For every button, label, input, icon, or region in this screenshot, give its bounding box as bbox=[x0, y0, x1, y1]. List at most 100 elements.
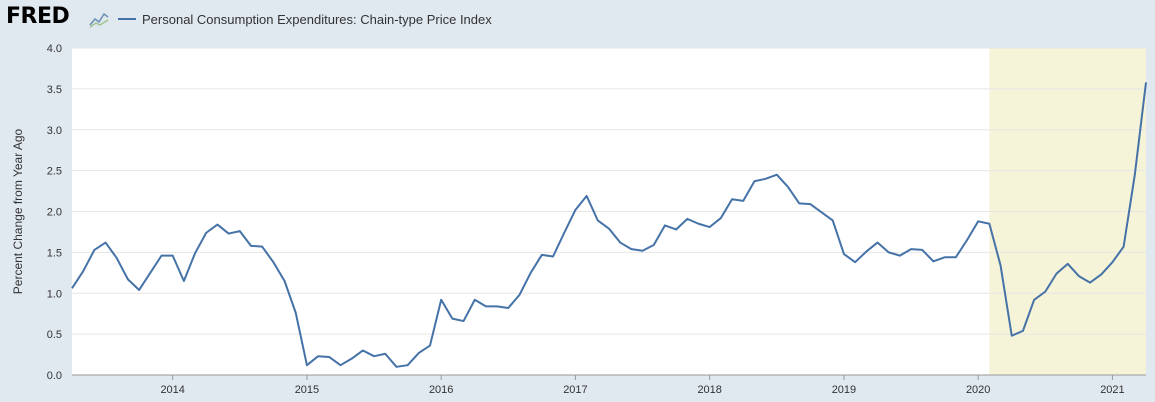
data-point[interactable] bbox=[897, 253, 903, 259]
data-point[interactable] bbox=[405, 362, 411, 368]
data-point[interactable] bbox=[259, 244, 265, 250]
data-point[interactable] bbox=[315, 353, 321, 359]
data-point[interactable] bbox=[852, 259, 858, 265]
data-point[interactable] bbox=[170, 253, 176, 259]
data-point[interactable] bbox=[304, 362, 310, 368]
data-point[interactable] bbox=[718, 215, 724, 221]
data-point[interactable] bbox=[393, 364, 399, 370]
fred-logo[interactable]: FRED bbox=[6, 4, 70, 29]
data-point[interactable] bbox=[382, 351, 388, 357]
data-point[interactable] bbox=[875, 240, 881, 246]
data-point[interactable] bbox=[550, 253, 556, 259]
data-point[interactable] bbox=[975, 218, 981, 224]
data-point[interactable] bbox=[159, 253, 165, 259]
series-line[interactable] bbox=[71, 82, 1147, 368]
data-point[interactable] bbox=[628, 246, 634, 252]
data-point[interactable] bbox=[807, 201, 813, 207]
data-point[interactable] bbox=[136, 287, 142, 293]
data-point[interactable] bbox=[293, 310, 299, 316]
data-point[interactable] bbox=[338, 362, 344, 368]
data-point[interactable] bbox=[483, 303, 489, 309]
data-point[interactable] bbox=[438, 297, 444, 303]
data-point[interactable] bbox=[1098, 271, 1104, 277]
data-point[interactable] bbox=[684, 216, 690, 222]
data-point[interactable] bbox=[819, 209, 825, 215]
data-point[interactable] bbox=[181, 278, 187, 284]
data-point[interactable] bbox=[69, 285, 75, 291]
data-point[interactable] bbox=[103, 240, 109, 246]
data-point[interactable] bbox=[91, 247, 97, 253]
data-point[interactable] bbox=[908, 246, 914, 252]
data-point[interactable] bbox=[606, 226, 612, 232]
data-point[interactable] bbox=[472, 297, 478, 303]
data-point[interactable] bbox=[696, 221, 702, 227]
data-point[interactable] bbox=[226, 231, 232, 237]
data-point[interactable] bbox=[1087, 280, 1093, 286]
data-point[interactable] bbox=[461, 318, 467, 324]
data-point[interactable] bbox=[192, 250, 198, 256]
data-point[interactable] bbox=[774, 172, 780, 178]
data-point[interactable] bbox=[919, 247, 925, 253]
data-point[interactable] bbox=[662, 222, 668, 228]
data-point[interactable] bbox=[796, 200, 802, 206]
data-point[interactable] bbox=[886, 249, 892, 255]
data-point[interactable] bbox=[863, 249, 869, 255]
data-point[interactable] bbox=[237, 228, 243, 234]
data-point[interactable] bbox=[427, 343, 433, 349]
data-point[interactable] bbox=[449, 316, 455, 322]
chart-legend[interactable]: Personal Consumption Expenditures: Chain… bbox=[118, 10, 492, 28]
data-point[interactable] bbox=[841, 251, 847, 257]
data-point[interactable] bbox=[528, 270, 534, 276]
data-point[interactable] bbox=[80, 268, 86, 274]
data-point[interactable] bbox=[1042, 289, 1048, 295]
data-point[interactable] bbox=[416, 350, 422, 356]
data-point[interactable] bbox=[147, 270, 153, 276]
data-point[interactable] bbox=[517, 292, 523, 298]
data-point[interactable] bbox=[1076, 273, 1082, 279]
data-point[interactable] bbox=[763, 176, 769, 182]
data-point[interactable] bbox=[595, 217, 601, 223]
data-point[interactable] bbox=[349, 356, 355, 362]
data-point[interactable] bbox=[673, 226, 679, 232]
data-point[interactable] bbox=[1143, 79, 1149, 85]
data-point[interactable] bbox=[326, 354, 332, 360]
data-point[interactable] bbox=[942, 254, 948, 260]
data-point[interactable] bbox=[830, 217, 836, 223]
data-point[interactable] bbox=[1020, 328, 1026, 334]
data-point[interactable] bbox=[360, 347, 366, 353]
data-point[interactable] bbox=[964, 237, 970, 243]
data-point[interactable] bbox=[1009, 333, 1015, 339]
data-point[interactable] bbox=[494, 303, 500, 309]
data-point[interactable] bbox=[561, 230, 567, 236]
data-point[interactable] bbox=[751, 178, 757, 184]
data-point[interactable] bbox=[986, 221, 992, 227]
data-point[interactable] bbox=[371, 353, 377, 359]
data-point[interactable] bbox=[539, 252, 545, 258]
data-point[interactable] bbox=[617, 240, 623, 246]
data-point[interactable] bbox=[572, 207, 578, 213]
data-point[interactable] bbox=[505, 305, 511, 311]
data-point[interactable] bbox=[651, 242, 657, 248]
data-point[interactable] bbox=[953, 254, 959, 260]
data-point[interactable] bbox=[740, 198, 746, 204]
data-point[interactable] bbox=[729, 196, 735, 202]
data-point[interactable] bbox=[125, 276, 131, 282]
data-point[interactable] bbox=[1031, 297, 1037, 303]
data-point[interactable] bbox=[1054, 271, 1060, 277]
data-point[interactable] bbox=[640, 248, 646, 254]
data-point[interactable] bbox=[282, 278, 288, 284]
data-point[interactable] bbox=[785, 184, 791, 190]
data-point[interactable] bbox=[1109, 259, 1115, 265]
data-point[interactable] bbox=[584, 193, 590, 199]
data-point[interactable] bbox=[1121, 244, 1127, 250]
data-point[interactable] bbox=[1065, 261, 1071, 267]
data-point[interactable] bbox=[998, 262, 1004, 268]
data-point[interactable] bbox=[1132, 172, 1138, 178]
data-point[interactable] bbox=[114, 255, 120, 261]
data-point[interactable] bbox=[214, 222, 220, 228]
data-point[interactable] bbox=[707, 224, 713, 230]
data-point[interactable] bbox=[930, 258, 936, 264]
data-point[interactable] bbox=[203, 230, 209, 236]
data-point[interactable] bbox=[270, 259, 276, 265]
